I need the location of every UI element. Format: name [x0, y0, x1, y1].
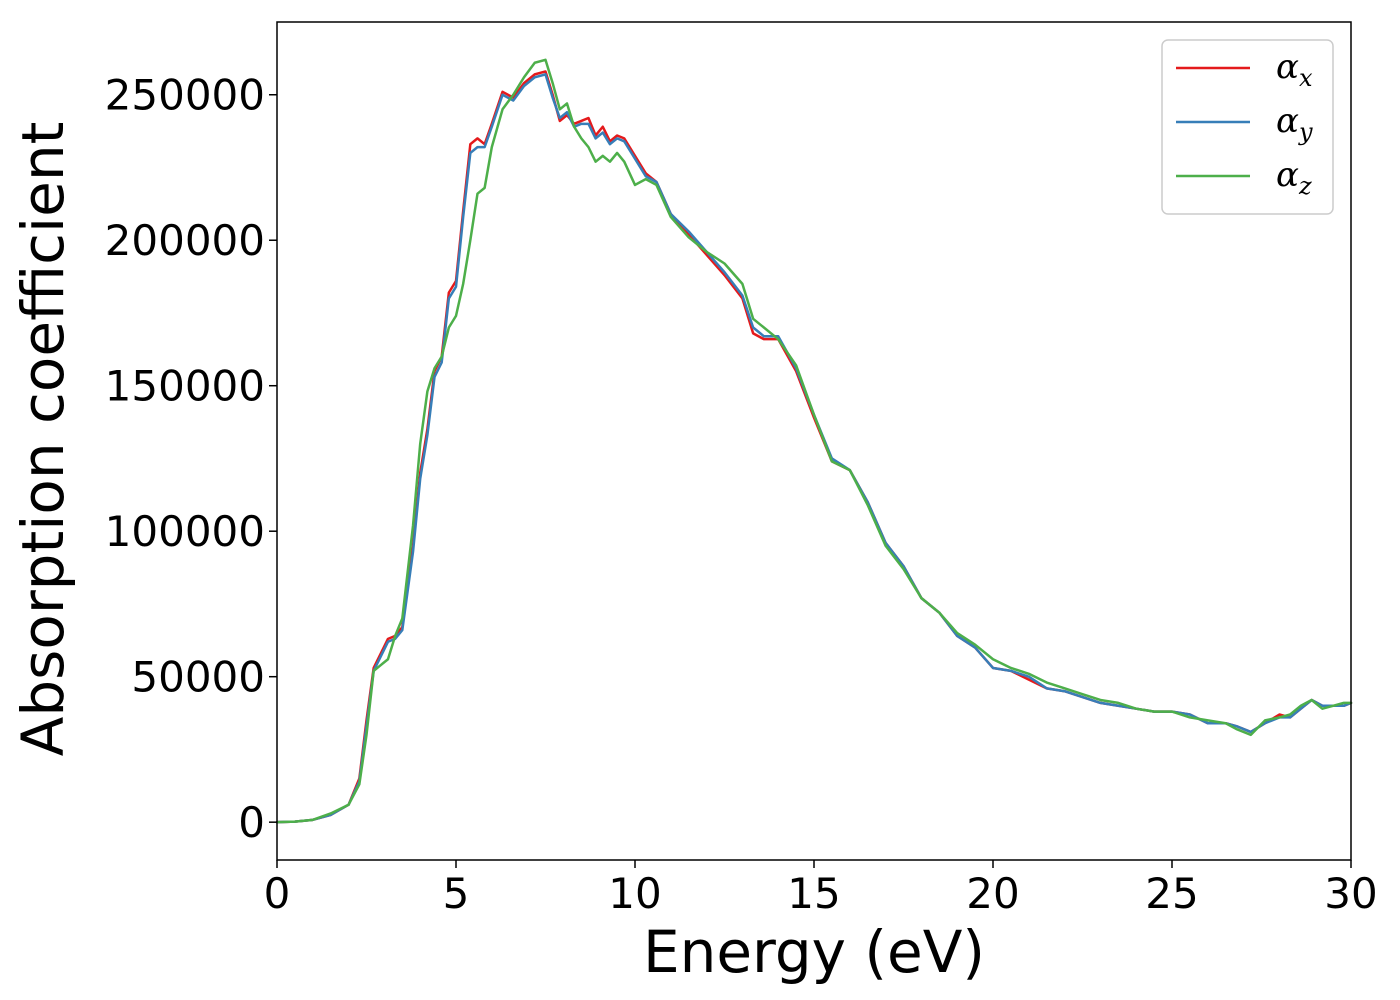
legend-symbol: α [1276, 155, 1299, 195]
y-tick-label: 0 [238, 798, 265, 847]
x-tick-label: 5 [443, 869, 470, 918]
x-tick-label: 25 [1145, 869, 1198, 918]
series-line-z [275, 58, 1353, 824]
legend-subscript: y [1298, 118, 1313, 146]
x-tick-label: 0 [264, 869, 291, 918]
legend-subscript: x [1299, 64, 1313, 92]
y-tick-label: 200000 [105, 216, 265, 265]
x-tick-label: 30 [1324, 869, 1377, 918]
legend-label-x: αx [1276, 47, 1313, 92]
y-tick-label: 50000 [131, 653, 265, 702]
x-tick-label: 10 [608, 869, 661, 918]
legend-symbol: α [1276, 47, 1299, 87]
y-tick-label: 100000 [105, 507, 265, 556]
x-tick-label: 20 [966, 869, 1019, 918]
y-axis-title: Absorption coefficient [9, 122, 77, 757]
legend-symbol: α [1276, 101, 1299, 141]
ticks-layer: 0 5 10 15 20 25 30 0 50000 100000 150000 200000 2500… [105, 71, 1378, 918]
legend-label-z: αz [1276, 155, 1312, 200]
x-tick-label: 15 [787, 869, 840, 918]
legend-label-y: αy [1276, 101, 1313, 146]
y-tick-label: 250000 [105, 71, 265, 120]
x-axis-title: Energy (eV) [643, 918, 985, 986]
series-layer [275, 58, 1353, 824]
legend-subscript: z [1298, 172, 1312, 200]
legend-box [1161, 39, 1334, 215]
y-tick-label: 150000 [105, 362, 265, 411]
